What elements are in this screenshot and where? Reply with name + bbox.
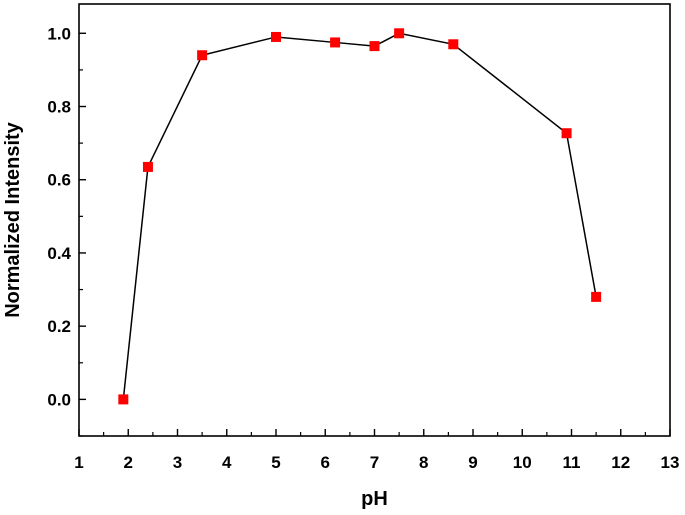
- y-tick-label: 0.8: [47, 98, 71, 117]
- data-point: [271, 31, 281, 42]
- y-tick-label: 1.0: [47, 24, 71, 43]
- data-point: [118, 394, 129, 405]
- x-tick-label: 9: [468, 453, 477, 472]
- data-point: [394, 28, 405, 39]
- x-tick-label: 2: [124, 453, 133, 472]
- x-tick-label: 4: [222, 453, 232, 472]
- x-tick-label: 12: [611, 453, 630, 472]
- x-tick-label: 10: [513, 453, 532, 472]
- x-tick-label: 8: [419, 453, 428, 472]
- data-point: [197, 50, 208, 61]
- x-axis-title: pH: [361, 488, 388, 510]
- x-tick-label: 11: [563, 453, 581, 472]
- y-tick-label: 0.0: [47, 390, 71, 409]
- x-tick-label: 5: [271, 453, 280, 472]
- x-tick-label: 7: [370, 453, 379, 472]
- y-tick-label: 0.2: [47, 317, 71, 336]
- data-point: [369, 41, 380, 52]
- x-tick-label: 6: [321, 453, 330, 472]
- y-axis-title: Normalized Intensity: [2, 121, 24, 317]
- x-tick-label: 13: [661, 453, 680, 472]
- y-tick-label: 0.6: [47, 171, 71, 190]
- data-point: [142, 161, 153, 172]
- x-tick-label: 1: [74, 453, 83, 472]
- x-tick-label: 3: [173, 453, 182, 472]
- plot-area-frame: [78, 3, 671, 437]
- data-point: [448, 39, 459, 50]
- y-axis-ticks: 0.0 0.2 0.4 0.6 0.8 1.0: [47, 24, 86, 437]
- data-point: [591, 291, 602, 302]
- y-tick-label: 0.4: [47, 244, 71, 263]
- data-point: [561, 128, 572, 139]
- x-axis-ticks: 1 2 3 4 5 6 7 8 9 10 11 12 13: [74, 429, 679, 472]
- series-line-group: [122, 32, 597, 400]
- data-point: [330, 37, 341, 48]
- series-points-group: [118, 28, 602, 405]
- series-line: [122, 32, 597, 400]
